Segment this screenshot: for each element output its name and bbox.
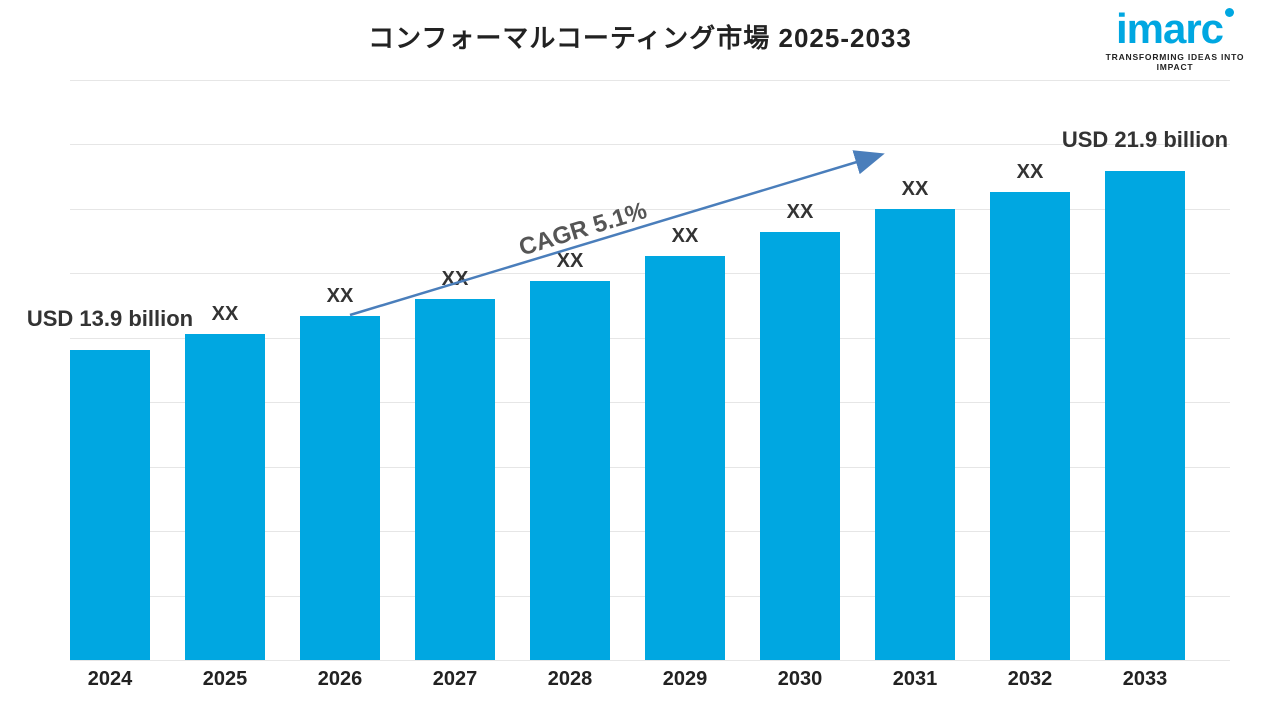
bar-group: USD 13.9 billion2024 [70,80,150,660]
bar [300,316,380,660]
chart-title: コンフォーマルコーティング市場 2025-2033 [0,18,1280,55]
bar-category-label: 2025 [203,668,248,691]
bar [415,299,495,660]
bar-category-label: 2026 [318,668,363,691]
bar-value-label: USD 13.9 billion [27,306,193,332]
bar-value-label: XX [902,178,929,201]
page-root: コンフォーマルコーティング市場 2025-2033 imarc TRANSFOR… [0,0,1280,720]
bar-category-label: 2027 [433,668,478,691]
bar-category-label: 2029 [663,668,708,691]
bar-value-label: XX [672,225,699,248]
bar [990,192,1070,660]
bar-value-label: XX [787,201,814,224]
bar [185,334,265,660]
bar-value-label: USD 21.9 billion [1062,127,1228,153]
brand-logo: imarc TRANSFORMING IDEAS INTO IMPACT [1090,8,1260,72]
bar-group: XX2027 [415,80,495,660]
bar-group: XX2026 [300,80,380,660]
logo-text: imarc [1116,5,1223,52]
bar-group: XX2029 [645,80,725,660]
bar [645,256,725,660]
bar [760,232,840,660]
logo-dot-icon [1225,8,1234,17]
bar-value-label: XX [557,250,584,273]
cagr-arrow-icon [70,80,71,81]
bar-category-label: 2028 [548,668,593,691]
bar-group: XX2032 [990,80,1070,660]
bar-category-label: 2030 [778,668,823,691]
chart-bars: USD 13.9 billion2024 XX2025 XX2026 XX2027 XX… [70,80,1230,660]
bar-group: XX2031 [875,80,955,660]
bar-category-label: 2033 [1123,668,1168,691]
bar [530,281,610,660]
bar-value-label: XX [327,285,354,308]
gridline [70,660,1230,661]
bar [70,350,150,660]
bar-value-label: XX [212,303,239,326]
bar-group: XX2028 [530,80,610,660]
logo-tagline: TRANSFORMING IDEAS INTO IMPACT [1090,52,1260,72]
bar-value-label: XX [1017,161,1044,184]
bar [875,209,955,660]
bar-category-label: 2032 [1008,668,1053,691]
bar-group: XX2030 [760,80,840,660]
bar-group: XX2025 [185,80,265,660]
bar [1105,171,1185,660]
bar-category-label: 2024 [88,668,133,691]
bar-chart: USD 13.9 billion2024 XX2025 XX2026 XX2027 XX… [70,80,1230,660]
bar-group: USD 21.9 billion2033 [1105,80,1185,660]
bar-category-label: 2031 [893,668,938,691]
